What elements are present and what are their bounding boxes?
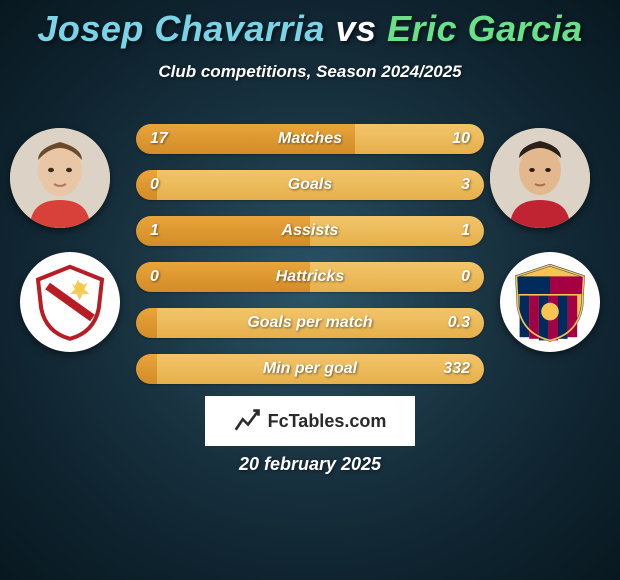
stat-row: 0Hattricks0	[136, 262, 484, 292]
subtitle: Club competitions, Season 2024/2025	[0, 62, 620, 82]
player1-avatar	[10, 128, 110, 228]
vs-label: vs	[335, 8, 376, 49]
stat-bars: 17Matches100Goals31Assists10Hattricks0Go…	[136, 124, 484, 400]
stat-label: Hattricks	[136, 262, 484, 292]
player2-name: Eric Garcia	[387, 8, 583, 49]
watermark: FcTables.com	[205, 396, 415, 446]
player1-name: Josep Chavarria	[37, 8, 325, 49]
stat-right-value: 0	[461, 262, 470, 292]
stat-right-value: 332	[443, 354, 470, 384]
stat-row: 17Matches10	[136, 124, 484, 154]
stat-label: Min per goal	[136, 354, 484, 384]
snapshot-date: 20 february 2025	[0, 454, 620, 475]
watermark-icon	[234, 407, 262, 435]
stat-label: Assists	[136, 216, 484, 246]
player1-club-logo	[20, 252, 120, 352]
stat-right-value: 10	[452, 124, 470, 154]
stat-right-value: 0.3	[448, 308, 470, 338]
comparison-title: Josep Chavarria vs Eric Garcia	[0, 0, 620, 50]
player2-club-logo	[500, 252, 600, 352]
stat-right-value: 3	[461, 170, 470, 200]
player2-avatar	[490, 128, 590, 228]
stat-label: Matches	[136, 124, 484, 154]
stat-row: 0Goals3	[136, 170, 484, 200]
stat-row: Goals per match0.3	[136, 308, 484, 338]
stat-label: Goals per match	[136, 308, 484, 338]
stat-row: Min per goal332	[136, 354, 484, 384]
watermark-text: FcTables.com	[268, 411, 387, 432]
stat-label: Goals	[136, 170, 484, 200]
stat-right-value: 1	[461, 216, 470, 246]
stat-row: 1Assists1	[136, 216, 484, 246]
